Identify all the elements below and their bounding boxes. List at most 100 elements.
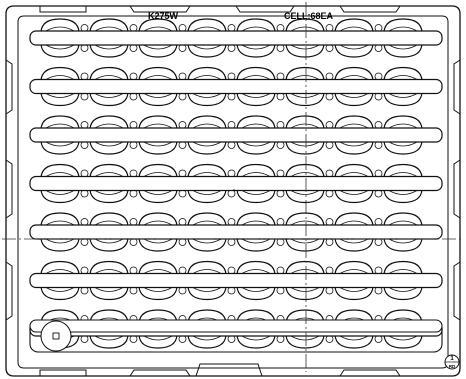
pocket-upper-inner-arc (143, 123, 173, 129)
pocket-upper-arc (89, 115, 129, 130)
pocket-lower-arc (187, 334, 227, 349)
pocket-lower-inner-arc (45, 93, 75, 98)
pocket-row (29, 115, 443, 155)
pocket-upper-arc (383, 66, 423, 81)
pocket-upper-arc (285, 163, 325, 178)
pocket-lower-inner-arc (339, 190, 369, 195)
pocket-lower-inner-arc (94, 335, 124, 341)
pocket-upper-arc (89, 212, 129, 227)
pocket-upper-arc (40, 18, 80, 33)
pocket-upper-inner-arc (388, 172, 418, 177)
pocket-lower-inner-arc (94, 190, 124, 195)
pocket-lower-arc (89, 140, 129, 155)
corner-mark-bottom: RD (449, 364, 456, 369)
pocket-lower-inner-arc (143, 287, 173, 292)
pocket-lower-inner-arc (290, 335, 320, 341)
pocket-lower-arc (285, 286, 325, 301)
pocket-upper-arc (383, 163, 423, 178)
pocket-lower-inner-arc (290, 141, 320, 147)
pocket-lower-arc (334, 286, 374, 301)
pocket-upper-inner-arc (339, 75, 369, 80)
pocket-upper-arc (334, 260, 374, 275)
pocket-upper-arc (236, 115, 276, 130)
pocket-lower-arc (89, 43, 129, 58)
pocket-lower-arc (187, 189, 227, 204)
pocket-lower-inner-arc (290, 44, 320, 50)
pocket-upper-arc (383, 115, 423, 130)
pocket-lower-inner-arc (192, 93, 222, 98)
pocket-upper-arc (187, 115, 227, 130)
pocket-upper-arc (138, 163, 178, 178)
pocket-upper-arc (138, 115, 178, 130)
pocket-upper-arc (383, 309, 423, 324)
pocket-upper-arc (285, 260, 325, 275)
cell-count-label: CELL:68EA (284, 11, 334, 21)
pocket-lower-inner-arc (290, 190, 320, 195)
pocket-upper-arc (40, 66, 80, 81)
pocket-row (29, 212, 443, 252)
pocket-lower-arc (187, 140, 227, 155)
pocket-lower-inner-arc (241, 190, 271, 195)
pocket-lower-arc (89, 286, 129, 301)
pocket-lower-arc (138, 92, 178, 107)
pocket-upper-inner-arc (241, 75, 271, 80)
pocket-upper-arc (236, 309, 276, 324)
pocket-upper-arc (187, 212, 227, 227)
pocket-lower-inner-arc (388, 287, 418, 292)
pocket-upper-arc (236, 18, 276, 33)
pocket-lower-inner-arc (241, 93, 271, 98)
pocket-lower-arc (138, 334, 178, 349)
pocket-lower-arc (187, 237, 227, 252)
pocket-upper-arc (383, 212, 423, 227)
pocket-lower-arc (383, 237, 423, 252)
pocket-upper-arc (89, 163, 129, 178)
pocket-lower-inner-arc (45, 238, 75, 244)
pocket-upper-arc (40, 309, 80, 324)
pocket-lower-inner-arc (192, 287, 222, 292)
pocket-upper-arc (285, 66, 325, 81)
pocket-upper-inner-arc (94, 269, 124, 274)
pocket-lower-arc (383, 140, 423, 155)
pocket-lower-inner-arc (388, 141, 418, 147)
pocket-upper-arc (236, 163, 276, 178)
corner-mark-top: 1 (450, 356, 454, 362)
pocket-upper-inner-arc (241, 220, 271, 226)
pocket-upper-arc (89, 66, 129, 81)
pocket-upper-inner-arc (143, 220, 173, 226)
pocket-upper-arc (236, 66, 276, 81)
pocket-upper-arc (334, 115, 374, 130)
pocket-lower-arc (40, 92, 80, 107)
pocket-lower-arc (285, 43, 325, 58)
pocket-upper-arc (138, 212, 178, 227)
pocket-upper-arc (138, 66, 178, 81)
top-notches (39, 5, 401, 13)
pocket-lower-inner-arc (388, 335, 418, 341)
pocket-upper-inner-arc (192, 75, 222, 80)
pocket-lower-inner-arc (339, 44, 369, 50)
pocket-lower-inner-arc (388, 190, 418, 195)
pocket-upper-inner-arc (45, 172, 75, 177)
pocket-lower-arc (285, 334, 325, 349)
pocket-lower-inner-arc (339, 287, 369, 292)
pocket-lower-arc (89, 237, 129, 252)
pocket-lower-arc (40, 286, 80, 301)
pocket-row (29, 66, 443, 107)
pocket-lower-arc (236, 189, 276, 204)
pocket-upper-inner-arc (94, 220, 124, 226)
pocket-upper-inner-arc (192, 123, 222, 129)
pocket-upper-inner-arc (143, 75, 173, 80)
rib-bar (29, 175, 443, 192)
pocket-upper-arc (383, 260, 423, 275)
rib-bar (29, 30, 443, 46)
pocket-lower-arc (89, 189, 129, 204)
pocket-lower-arc (383, 286, 423, 301)
pocket-lower-arc (383, 189, 423, 204)
pocket-upper-arc (138, 18, 178, 33)
pocket-lower-inner-arc (143, 93, 173, 98)
pocket-upper-inner-arc (339, 172, 369, 177)
pocket-lower-inner-arc (339, 238, 369, 244)
pocket-lower-inner-arc (45, 287, 75, 292)
part-code-label: K275W (148, 11, 179, 21)
pocket-lower-arc (236, 92, 276, 107)
